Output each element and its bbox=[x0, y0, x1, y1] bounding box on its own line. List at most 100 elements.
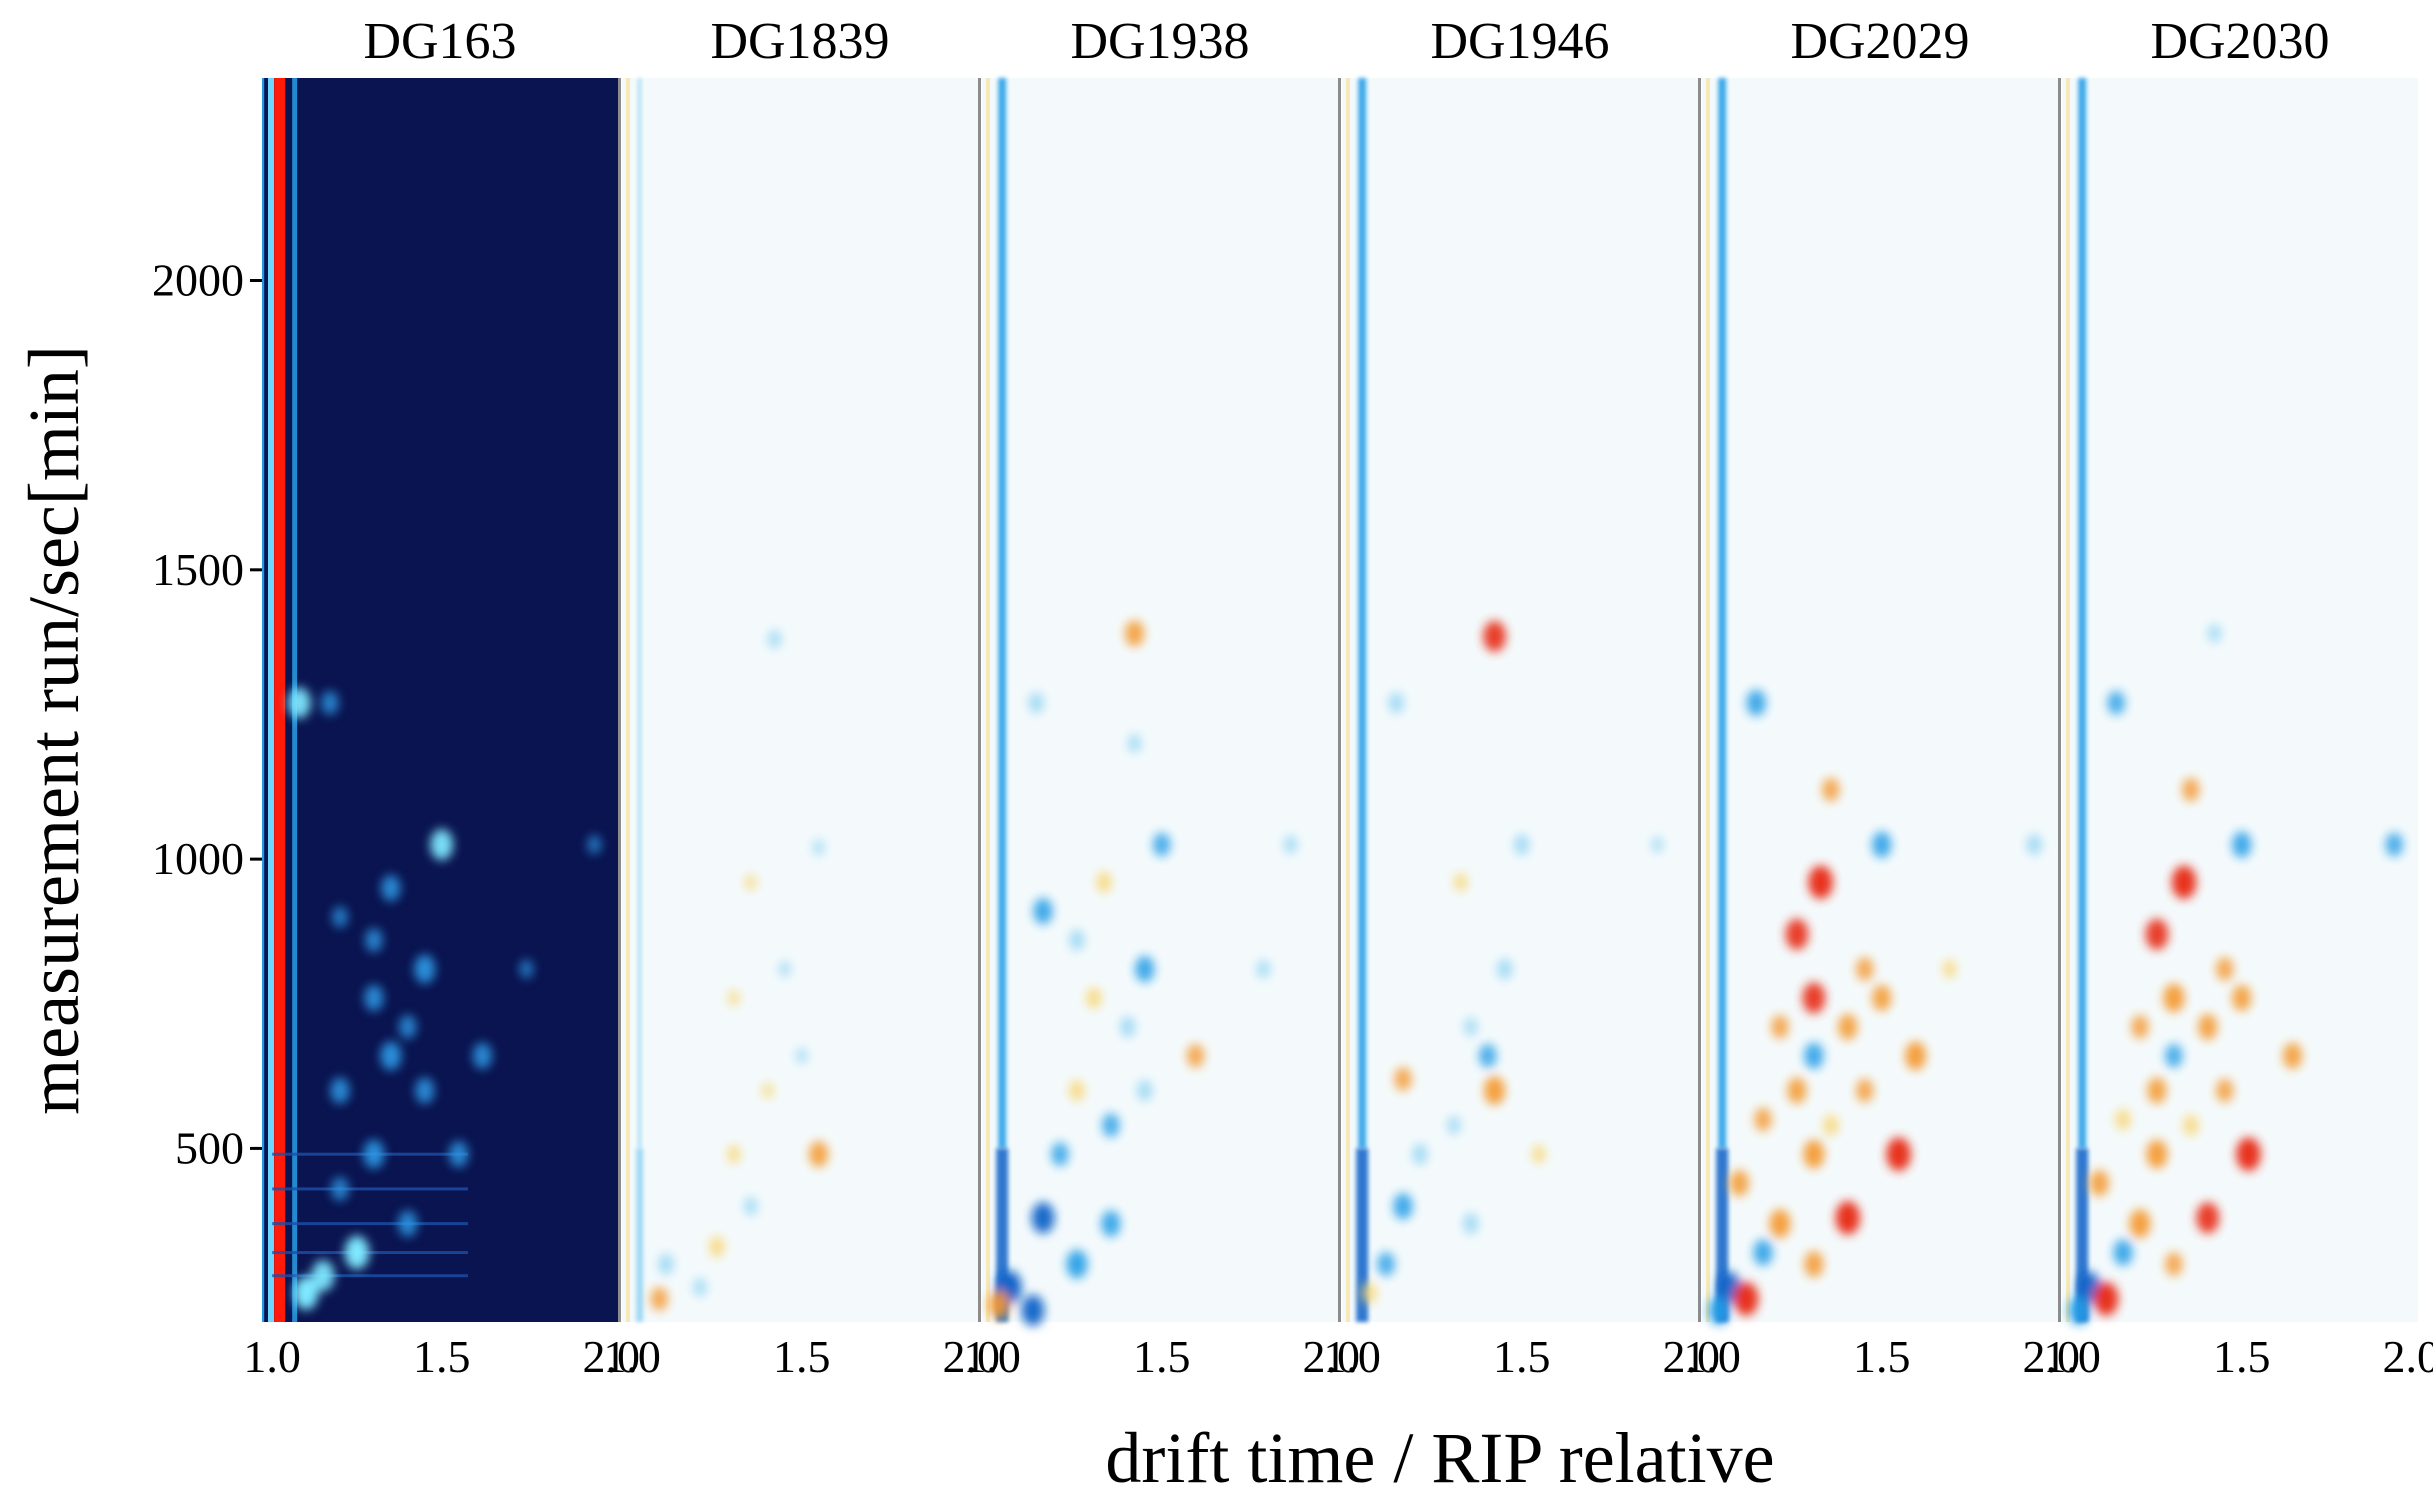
panel-separator bbox=[978, 78, 981, 1322]
rip-line bbox=[274, 78, 286, 1322]
heatmap-spot bbox=[321, 690, 339, 715]
heatmap-spot bbox=[311, 1260, 335, 1292]
heatmap-spot bbox=[1446, 1115, 1461, 1135]
panel-title: DG1839 bbox=[710, 13, 889, 70]
heatmap-spot bbox=[1822, 777, 1840, 802]
panel-separator bbox=[1698, 78, 1701, 1322]
heatmap-spot bbox=[2068, 1296, 2090, 1325]
heatmap-spot bbox=[1804, 1250, 1824, 1278]
heatmap-spot bbox=[808, 1141, 829, 1168]
panel-title: DG1946 bbox=[1430, 13, 1609, 70]
x-tick-label: 1.0 bbox=[963, 1331, 1021, 1382]
panels: DG163 1.0 1.5 2.0 DG1839 1.0 1.5 2.0 DG1938 1.0 1.… bbox=[243, 13, 2433, 1382]
spot-group bbox=[2068, 623, 2404, 1325]
heatmap-spot bbox=[1453, 872, 1468, 892]
heatmap-spot bbox=[2147, 1077, 2167, 1104]
spot-group bbox=[650, 629, 829, 1311]
heatmap-spot bbox=[1127, 733, 1142, 753]
x-tick-label: 1.0 bbox=[603, 1331, 661, 1382]
heatmap-spot bbox=[2131, 1014, 2149, 1039]
x-tick-label: 1.0 bbox=[1683, 1331, 1741, 1382]
heatmap-spot bbox=[293, 1276, 319, 1310]
panel-dg2029: DG2029 1.0 1.5 2.0 bbox=[1683, 13, 2080, 1382]
heatmap-spot bbox=[2026, 833, 2043, 856]
panel-dg1839: DG1839 1.0 1.5 2.0 bbox=[603, 13, 1000, 1382]
heatmap-spot bbox=[2171, 865, 2197, 900]
x-tick-label: 1.5 bbox=[1853, 1331, 1911, 1382]
panel-title: DG163 bbox=[363, 13, 516, 70]
panel-background bbox=[622, 78, 978, 1322]
x-tick-label: 2.0 bbox=[2382, 1331, 2433, 1382]
rip-shoulder bbox=[262, 78, 265, 1322]
heatmap-spot bbox=[1708, 1296, 1730, 1325]
heatmap-spot bbox=[1855, 1078, 1874, 1103]
heatmap-spot bbox=[1152, 832, 1171, 857]
heatmap-spot bbox=[414, 954, 436, 984]
heatmap-spot bbox=[2163, 983, 2185, 1013]
heatmap-spot bbox=[1186, 1043, 1205, 1068]
heatmap-spot bbox=[363, 1139, 385, 1169]
rip-residual-line bbox=[638, 78, 642, 1149]
heatmap-spot bbox=[1651, 836, 1664, 854]
x-tick-label: 1.0 bbox=[243, 1331, 301, 1382]
streak bbox=[272, 1222, 468, 1226]
heatmap-spot bbox=[1872, 984, 1892, 1012]
heatmap-spot bbox=[1746, 689, 1766, 717]
heatmap-spot bbox=[2145, 918, 2169, 950]
x-tick-label: 2.0 bbox=[942, 1331, 1000, 1382]
heatmap-spot bbox=[330, 1077, 350, 1104]
heatmap-spot bbox=[1769, 1209, 1791, 1239]
heatmap-spot bbox=[812, 839, 825, 856]
heatmap-spot bbox=[380, 1041, 402, 1071]
heatmap-spot bbox=[2196, 1202, 2220, 1234]
heatmap-spot bbox=[2215, 957, 2234, 982]
heatmap-spot bbox=[1135, 955, 1155, 983]
heatmap-spot bbox=[1771, 1014, 1789, 1039]
panel-separator bbox=[1338, 78, 1341, 1322]
x-tick-label: 2.0 bbox=[2022, 1331, 2080, 1382]
heatmap-spot bbox=[1361, 1282, 1378, 1304]
heatmap-spot bbox=[2236, 1137, 2261, 1172]
x-axis-title: drift time / RIP relative bbox=[1105, 1418, 1774, 1498]
heatmap-spot bbox=[658, 1253, 674, 1275]
heatmap-spot bbox=[365, 928, 383, 953]
heatmap-spot bbox=[2146, 1139, 2168, 1169]
panel-dg1938: DG1938 1.0 1.5 2.0 bbox=[963, 13, 1360, 1382]
heatmap-spot bbox=[1101, 1210, 1121, 1237]
edge-residual-line bbox=[626, 78, 630, 1322]
heatmap-spot bbox=[430, 829, 454, 861]
heatmap-spot bbox=[1031, 1202, 1055, 1234]
panel-dg2030: DG2030 1.0 1.5 2.0 bbox=[2043, 13, 2433, 1382]
heatmap-spot bbox=[381, 874, 401, 902]
heatmap-spot bbox=[1787, 1077, 1807, 1104]
heatmap-spot bbox=[331, 1176, 349, 1201]
heatmap-spot bbox=[2165, 1043, 2183, 1068]
heatmap-spot bbox=[1483, 620, 1507, 652]
heatmap-spot bbox=[1804, 1042, 1824, 1070]
x-tick-label: 2.0 bbox=[1662, 1331, 1720, 1382]
heatmap-spot bbox=[1021, 1294, 1045, 1327]
heatmap-spot bbox=[1785, 918, 1809, 950]
spot-group bbox=[1708, 689, 2043, 1325]
spot-group bbox=[1361, 620, 1664, 1304]
spot-group bbox=[287, 687, 602, 1310]
heatmap-spot bbox=[1855, 957, 1874, 982]
spot-group bbox=[988, 620, 1298, 1327]
heatmap-spot bbox=[1729, 1169, 1749, 1197]
streak bbox=[272, 1274, 468, 1278]
heatmap-spot bbox=[2093, 1282, 2119, 1316]
rip-residual-line-lower bbox=[636, 1148, 644, 1322]
heatmap-spot bbox=[1124, 620, 1145, 647]
heatmap-spot bbox=[988, 1290, 1010, 1320]
heatmap-spot bbox=[1377, 1252, 1395, 1277]
heatmap-spot bbox=[2182, 777, 2200, 802]
heatmap-spot bbox=[1462, 1212, 1479, 1235]
panel-separator bbox=[618, 78, 621, 1322]
heatmap-spot bbox=[1872, 831, 1892, 858]
heatmap-spot bbox=[743, 1196, 758, 1216]
heatmap-spot bbox=[692, 1277, 708, 1297]
heatmap-spot bbox=[1412, 1143, 1428, 1166]
panel-title: DG1938 bbox=[1070, 13, 1249, 70]
panel-title: DG2029 bbox=[1790, 13, 1969, 70]
heatmap-spot bbox=[709, 1235, 725, 1258]
